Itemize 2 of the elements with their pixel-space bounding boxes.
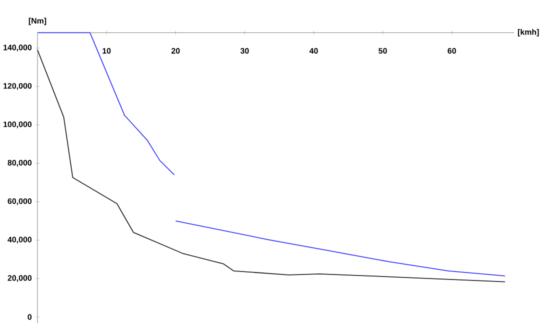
line-series — [175, 220, 506, 276]
line-series — [37, 50, 506, 282]
